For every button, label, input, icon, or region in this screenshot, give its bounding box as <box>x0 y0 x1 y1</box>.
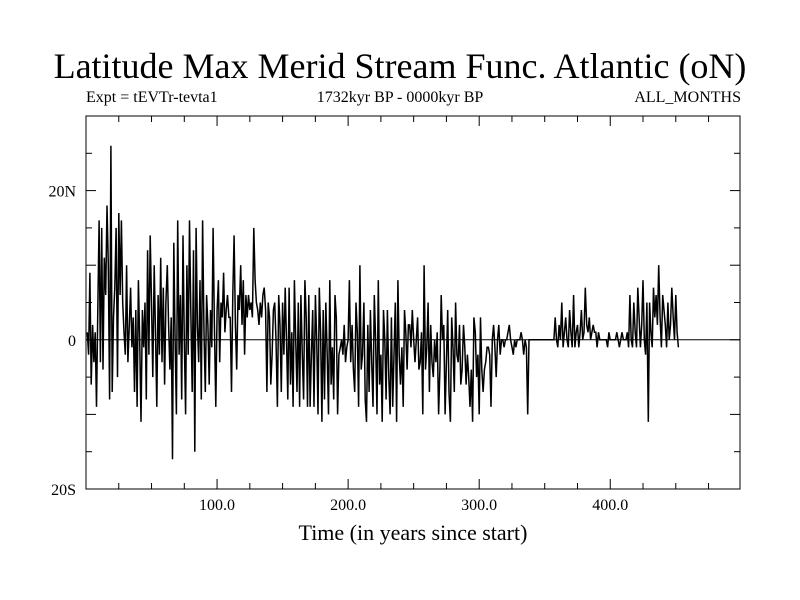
y-tick-label: 0 <box>68 333 76 350</box>
time-range-label: 1732kyr BP - 0000kyr BP <box>316 89 484 106</box>
x-axis-title: Time (in years since start) <box>299 520 528 545</box>
tick-layer <box>86 115 740 489</box>
x-tick-label: 100.0 <box>199 497 235 514</box>
series-layer <box>86 145 680 460</box>
x-tick-label: 400.0 <box>592 497 628 514</box>
experiment-label: Expt = tEVTr-tevta1 <box>86 89 218 106</box>
chart-title: Latitude Max Merid Stream Func. Atlantic… <box>53 46 747 86</box>
y-tick-label: 20S <box>51 482 76 499</box>
x-tick-label: 200.0 <box>330 497 366 514</box>
x-tick-label: 300.0 <box>461 497 497 514</box>
series-line-0 <box>86 145 680 460</box>
axis-label-layer: 100.0 200.0 300.0 400.0 20N 0 20S <box>48 184 628 514</box>
y-tick-label: 20N <box>48 184 76 201</box>
months-label: ALL_MONTHS <box>634 89 741 106</box>
